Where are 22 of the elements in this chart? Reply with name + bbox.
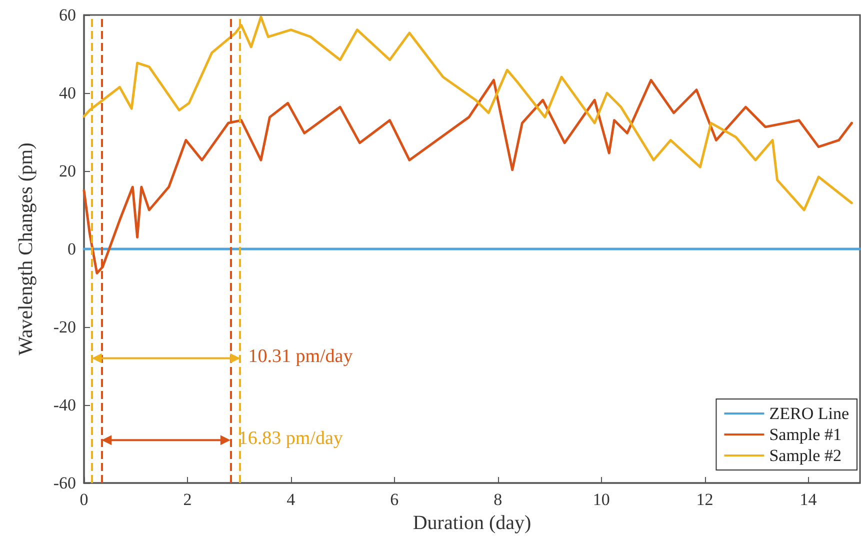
- x-axis-title: Duration (day): [412, 512, 532, 534]
- x-tick-label: 0: [80, 490, 88, 509]
- x-tick-label: 14: [800, 490, 818, 509]
- y-tick-label: -40: [53, 396, 76, 414]
- x-tick-label: 10: [592, 490, 610, 509]
- y-tick-label: -60: [53, 474, 76, 492]
- x-tick-label: 8: [494, 490, 502, 509]
- x-tick-label: 12: [696, 490, 714, 509]
- x-tick-label: 2: [183, 490, 192, 509]
- legend-label: ZERO Line: [769, 404, 850, 423]
- y-tick-label: -20: [53, 318, 76, 336]
- x-tick-label: 4: [286, 490, 296, 509]
- x-tick-label: 6: [390, 490, 399, 509]
- y-tick-label: 60: [59, 6, 76, 24]
- legend-label: Sample #1: [769, 425, 842, 444]
- annotation: 10.31 pm/day: [248, 346, 354, 368]
- annotation: 16.83 pm/day: [238, 428, 344, 450]
- y-axis-title: Wavelength Changes (pm): [15, 142, 37, 356]
- y-tick-label: 0: [68, 240, 76, 258]
- y-tick-label: 40: [59, 84, 76, 102]
- y-tick-label: 20: [59, 162, 76, 180]
- legend-label: Sample #2: [769, 446, 842, 465]
